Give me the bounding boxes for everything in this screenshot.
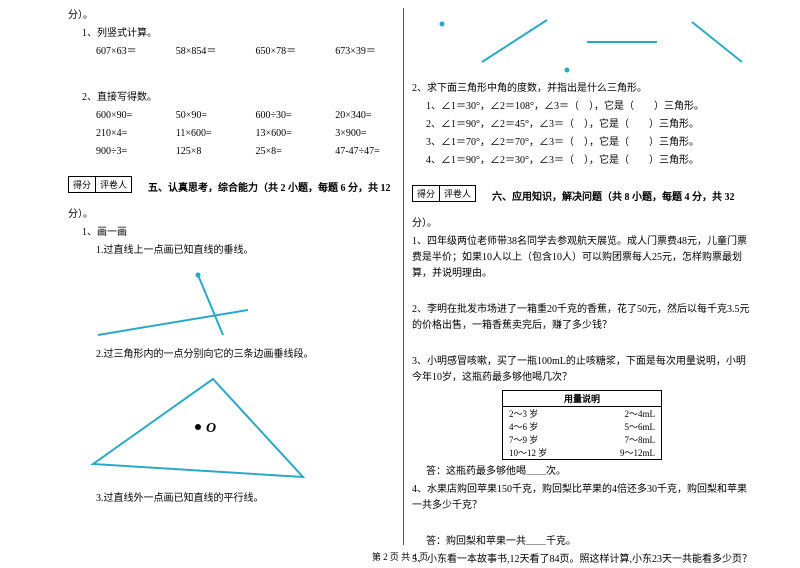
table-row: 10～12 岁9～12mL bbox=[503, 446, 661, 459]
angle-row: 3、∠1＝70°，∠2＝70°，∠3＝（ ），它是（ ）三角形。 bbox=[412, 135, 752, 151]
dosage-age: 10～12 岁 bbox=[509, 446, 620, 459]
angle-row: 4、∠1＝90°，∠2＝30°，∠3＝（ ），它是（ ）三角形。 bbox=[412, 153, 752, 169]
table-row: 2～3 岁2～4mL bbox=[503, 407, 661, 420]
q1-title: 1、列竖式计算。 bbox=[68, 26, 395, 42]
calc-item: 25×8= bbox=[256, 144, 316, 160]
dosage-header: 用量说明 bbox=[503, 391, 661, 407]
fen-close-l: 分）。 bbox=[68, 8, 395, 24]
calc-item: 900÷3= bbox=[96, 144, 156, 160]
section-5-title: 五、认真思考，综合能力（共 2 小题，每题 6 分，共 12 bbox=[148, 183, 391, 194]
q2-row: 210×4= 11×600= 13×600= 3×900= bbox=[68, 126, 395, 142]
q2-row: 900÷3= 125×8 25×8= 47-47÷47= bbox=[68, 144, 395, 160]
table-row: 7～9 岁7～8mL bbox=[503, 433, 661, 446]
hua2: 2.过三角形内的一点分别向它的三条边画垂线段。 bbox=[68, 347, 395, 363]
p4-answer: 答：购回梨和苹果一共＿＿千克。 bbox=[412, 534, 752, 550]
left-column: 分）。 1、列竖式计算。 607×63＝ 58×854＝ 650×78＝ 673… bbox=[60, 8, 404, 545]
score-label: 得分 bbox=[413, 186, 440, 201]
calc-item: 600÷30= bbox=[256, 108, 316, 124]
calc-item: 13×600= bbox=[256, 126, 316, 142]
calc-item: 58×854＝ bbox=[176, 44, 236, 60]
problem-3: 3、小明感冒咳嗽，买了一瓶100mL的止咳糖浆，下面是每次用量说明，小明今年10… bbox=[412, 354, 752, 386]
angle-row: 1、∠1＝30°，∠2＝108°，∠3＝（ ），它是（ ）三角形。 bbox=[412, 99, 752, 115]
r-q2-title: 2、求下面三角形中角的度数，并指出是什么三角形。 bbox=[412, 81, 752, 97]
dosage-amt: 7～8mL bbox=[625, 433, 656, 446]
dosage-age: 2～3 岁 bbox=[509, 407, 625, 420]
fen-close-l2: 分）。 bbox=[68, 207, 395, 223]
score-label: 评卷人 bbox=[96, 177, 131, 192]
hua3: 3.过直线外一点画已知直线的平行线。 bbox=[68, 491, 395, 507]
calc-item: 50×90= bbox=[176, 108, 236, 124]
dosage-amt: 9～12mL bbox=[620, 446, 655, 459]
calc-item: 673×39＝ bbox=[335, 44, 395, 60]
section-6-title: 六、应用知识，解决问题（共 8 小题，每题 4 分，共 32 bbox=[492, 192, 735, 203]
triangle-figure: O bbox=[68, 369, 388, 484]
right-column: 2、求下面三角形中角的度数，并指出是什么三角形。 1、∠1＝30°，∠2＝108… bbox=[404, 8, 760, 545]
score-box: 得分 评卷人 bbox=[412, 185, 476, 202]
dosage-table: 用量说明 2～3 岁2～4mL 4～6 岁5～6mL 7～9 岁7～8mL 10… bbox=[502, 390, 662, 460]
p3-answer: 答：这瓶药最多够他喝＿＿次。 bbox=[412, 464, 752, 480]
q2-row: 600×90= 50×90= 600÷30= 20×340= bbox=[68, 108, 395, 124]
table-row: 4～6 岁5～6mL bbox=[503, 420, 661, 433]
hua-title: 1、画一画 bbox=[68, 225, 395, 241]
score-label: 评卷人 bbox=[440, 186, 475, 201]
problem-4: 4、水果店购回苹果150千克，购回梨比苹果的4倍还多30千克，购回梨和苹果一共多… bbox=[412, 482, 752, 514]
hua1: 1.过直线上一点画已知直线的垂线。 bbox=[68, 243, 395, 259]
page-container: 分）。 1、列竖式计算。 607×63＝ 58×854＝ 650×78＝ 673… bbox=[0, 0, 800, 545]
triangle-o-label: O bbox=[206, 421, 216, 436]
score-label: 得分 bbox=[69, 177, 96, 192]
dosage-amt: 2～4mL bbox=[625, 407, 656, 420]
dosage-age: 4～6 岁 bbox=[509, 420, 625, 433]
angle-row: 2、∠1＝90°，∠2＝45°，∠3＝（ ），它是（ ）三角形。 bbox=[412, 117, 752, 133]
calc-item: 600×90= bbox=[96, 108, 156, 124]
dosage-age: 7～9 岁 bbox=[509, 433, 625, 446]
dosage-amt: 5～6mL bbox=[625, 420, 656, 433]
calc-item: 210×4= bbox=[96, 126, 156, 142]
q2-title: 2、直接写得数。 bbox=[68, 90, 395, 106]
problem-2: 2、李明在批发市场进了一箱重20千克的香蕉，花了50元，然后以每千克3.5元的价… bbox=[412, 302, 752, 334]
calc-item: 607×63＝ bbox=[96, 44, 156, 60]
calc-item: 650×78＝ bbox=[256, 44, 316, 60]
calc-item: 47-47÷47= bbox=[335, 144, 395, 160]
problem-1: 1、四年级两位老师带38名同学去参观航天展览。成人门票费48元，儿童门票费是半价… bbox=[412, 234, 752, 282]
calc-item: 20×340= bbox=[335, 108, 395, 124]
score-box: 得分 评卷人 bbox=[68, 176, 132, 193]
top-lines-figure bbox=[412, 12, 752, 74]
page-footer: 第 2 页 共 4 页 bbox=[0, 550, 800, 563]
q1-row: 607×63＝ 58×854＝ 650×78＝ 673×39＝ bbox=[68, 44, 395, 60]
fen-close-r: 分）。 bbox=[412, 216, 752, 232]
calc-item: 125×8 bbox=[176, 144, 236, 160]
calc-item: 11×600= bbox=[176, 126, 236, 142]
calc-item: 3×900= bbox=[335, 126, 395, 142]
line-figure-1 bbox=[68, 265, 388, 340]
